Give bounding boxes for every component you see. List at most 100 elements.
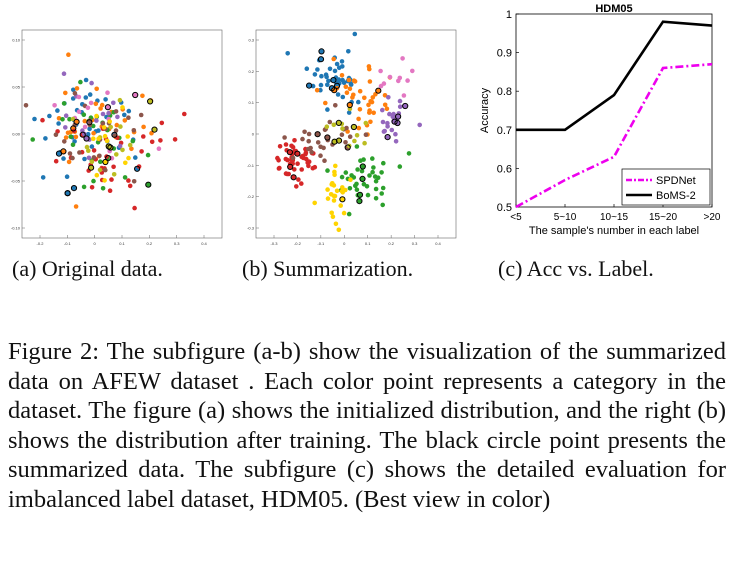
data-point <box>347 186 353 191</box>
data-point <box>371 110 376 116</box>
x-tick-label: 10~15 <box>600 212 629 223</box>
data-point <box>101 125 107 130</box>
data-point <box>329 182 334 187</box>
data-point <box>100 121 106 126</box>
data-point <box>324 74 329 80</box>
data-point <box>340 190 345 195</box>
data-point <box>97 153 102 159</box>
data-point <box>390 114 396 120</box>
data-point <box>126 115 131 120</box>
data-point <box>363 120 369 126</box>
scatter-original-data: -0.2 -0.1 0 0.1 0.2 0.3 0.40.100.050.00-0.05-0… <box>11 29 223 246</box>
data-point <box>323 100 328 106</box>
data-point <box>326 78 331 84</box>
data-point <box>346 77 352 83</box>
data-point <box>66 159 72 165</box>
data-point <box>304 66 310 71</box>
data-point <box>373 186 379 192</box>
data-point <box>405 78 410 83</box>
data-point <box>105 104 111 110</box>
data-point <box>315 67 320 72</box>
data-point <box>125 134 130 139</box>
summary-point <box>359 163 366 170</box>
x-tick-label: <5 <box>510 212 522 223</box>
y-tick-label: 0.8 <box>497 86 512 98</box>
data-point <box>351 175 357 180</box>
data-point <box>384 106 390 111</box>
plot-frame <box>21 29 223 239</box>
data-point <box>81 184 87 190</box>
data-point <box>332 172 337 178</box>
data-point <box>159 120 165 126</box>
data-point <box>334 188 340 194</box>
summary-point <box>335 119 342 127</box>
data-point <box>340 185 345 190</box>
x-tick-label: 0.2 <box>388 241 394 246</box>
data-point <box>364 184 370 189</box>
summary-point <box>356 191 364 198</box>
summary-point <box>294 150 301 157</box>
data-point <box>327 119 333 125</box>
data-point <box>382 128 387 134</box>
data-point <box>152 127 157 132</box>
x-tick-label: 0.4 <box>201 241 207 246</box>
data-point <box>89 159 95 165</box>
data-point <box>325 196 331 201</box>
data-point <box>370 156 375 161</box>
data-point <box>158 138 163 143</box>
legend <box>621 168 711 206</box>
data-point <box>89 80 94 86</box>
data-point <box>102 178 107 183</box>
data-point <box>382 102 388 108</box>
x-tick-label: 0.4 <box>435 241 441 246</box>
summary-point <box>384 134 391 141</box>
summary-point <box>70 125 77 132</box>
data-point <box>107 188 113 193</box>
data-point <box>315 140 321 145</box>
data-point <box>133 155 138 160</box>
data-point <box>306 163 311 169</box>
data-point <box>372 174 378 179</box>
data-point <box>370 95 376 100</box>
summary-point <box>73 118 80 125</box>
y-tick-label: 0.3 <box>248 38 254 43</box>
data-point <box>373 178 379 184</box>
data-point <box>109 177 114 182</box>
data-point <box>63 125 68 130</box>
data-point <box>141 134 146 139</box>
summary-point <box>339 196 346 203</box>
data-point <box>145 152 151 158</box>
data-point <box>107 119 112 124</box>
scatter-summarization: -0.3 -0.2 -0.1 0 0.1 0.2 0.3 0.4 0.3 0.2 0.1 0 -0.1 -… <box>247 29 457 246</box>
data-point <box>396 78 401 84</box>
x-tick-label: 0.1 <box>365 241 371 246</box>
data-point <box>132 205 137 211</box>
summary-point <box>402 102 409 110</box>
summary-point <box>330 77 337 84</box>
data-point <box>283 171 289 176</box>
data-point <box>126 108 132 114</box>
data-point <box>30 137 35 142</box>
data-point <box>73 204 79 209</box>
data-point <box>63 90 68 96</box>
data-point <box>122 175 128 180</box>
data-point <box>322 158 327 163</box>
data-point <box>341 210 347 216</box>
data-point <box>94 172 100 178</box>
data-point <box>55 108 60 113</box>
data-point <box>331 198 337 203</box>
y-tick-label: 0 <box>252 132 255 137</box>
data-point <box>139 149 144 154</box>
summary-point <box>356 198 363 205</box>
data-point <box>87 92 93 97</box>
data-point <box>380 185 386 191</box>
data-point <box>68 134 74 139</box>
data-point <box>118 124 123 129</box>
data-point <box>103 167 108 173</box>
data-point <box>367 79 373 84</box>
summary-point <box>70 185 78 192</box>
data-point <box>314 87 320 93</box>
data-point <box>356 99 361 105</box>
data-point <box>130 138 136 144</box>
data-point <box>357 107 363 112</box>
